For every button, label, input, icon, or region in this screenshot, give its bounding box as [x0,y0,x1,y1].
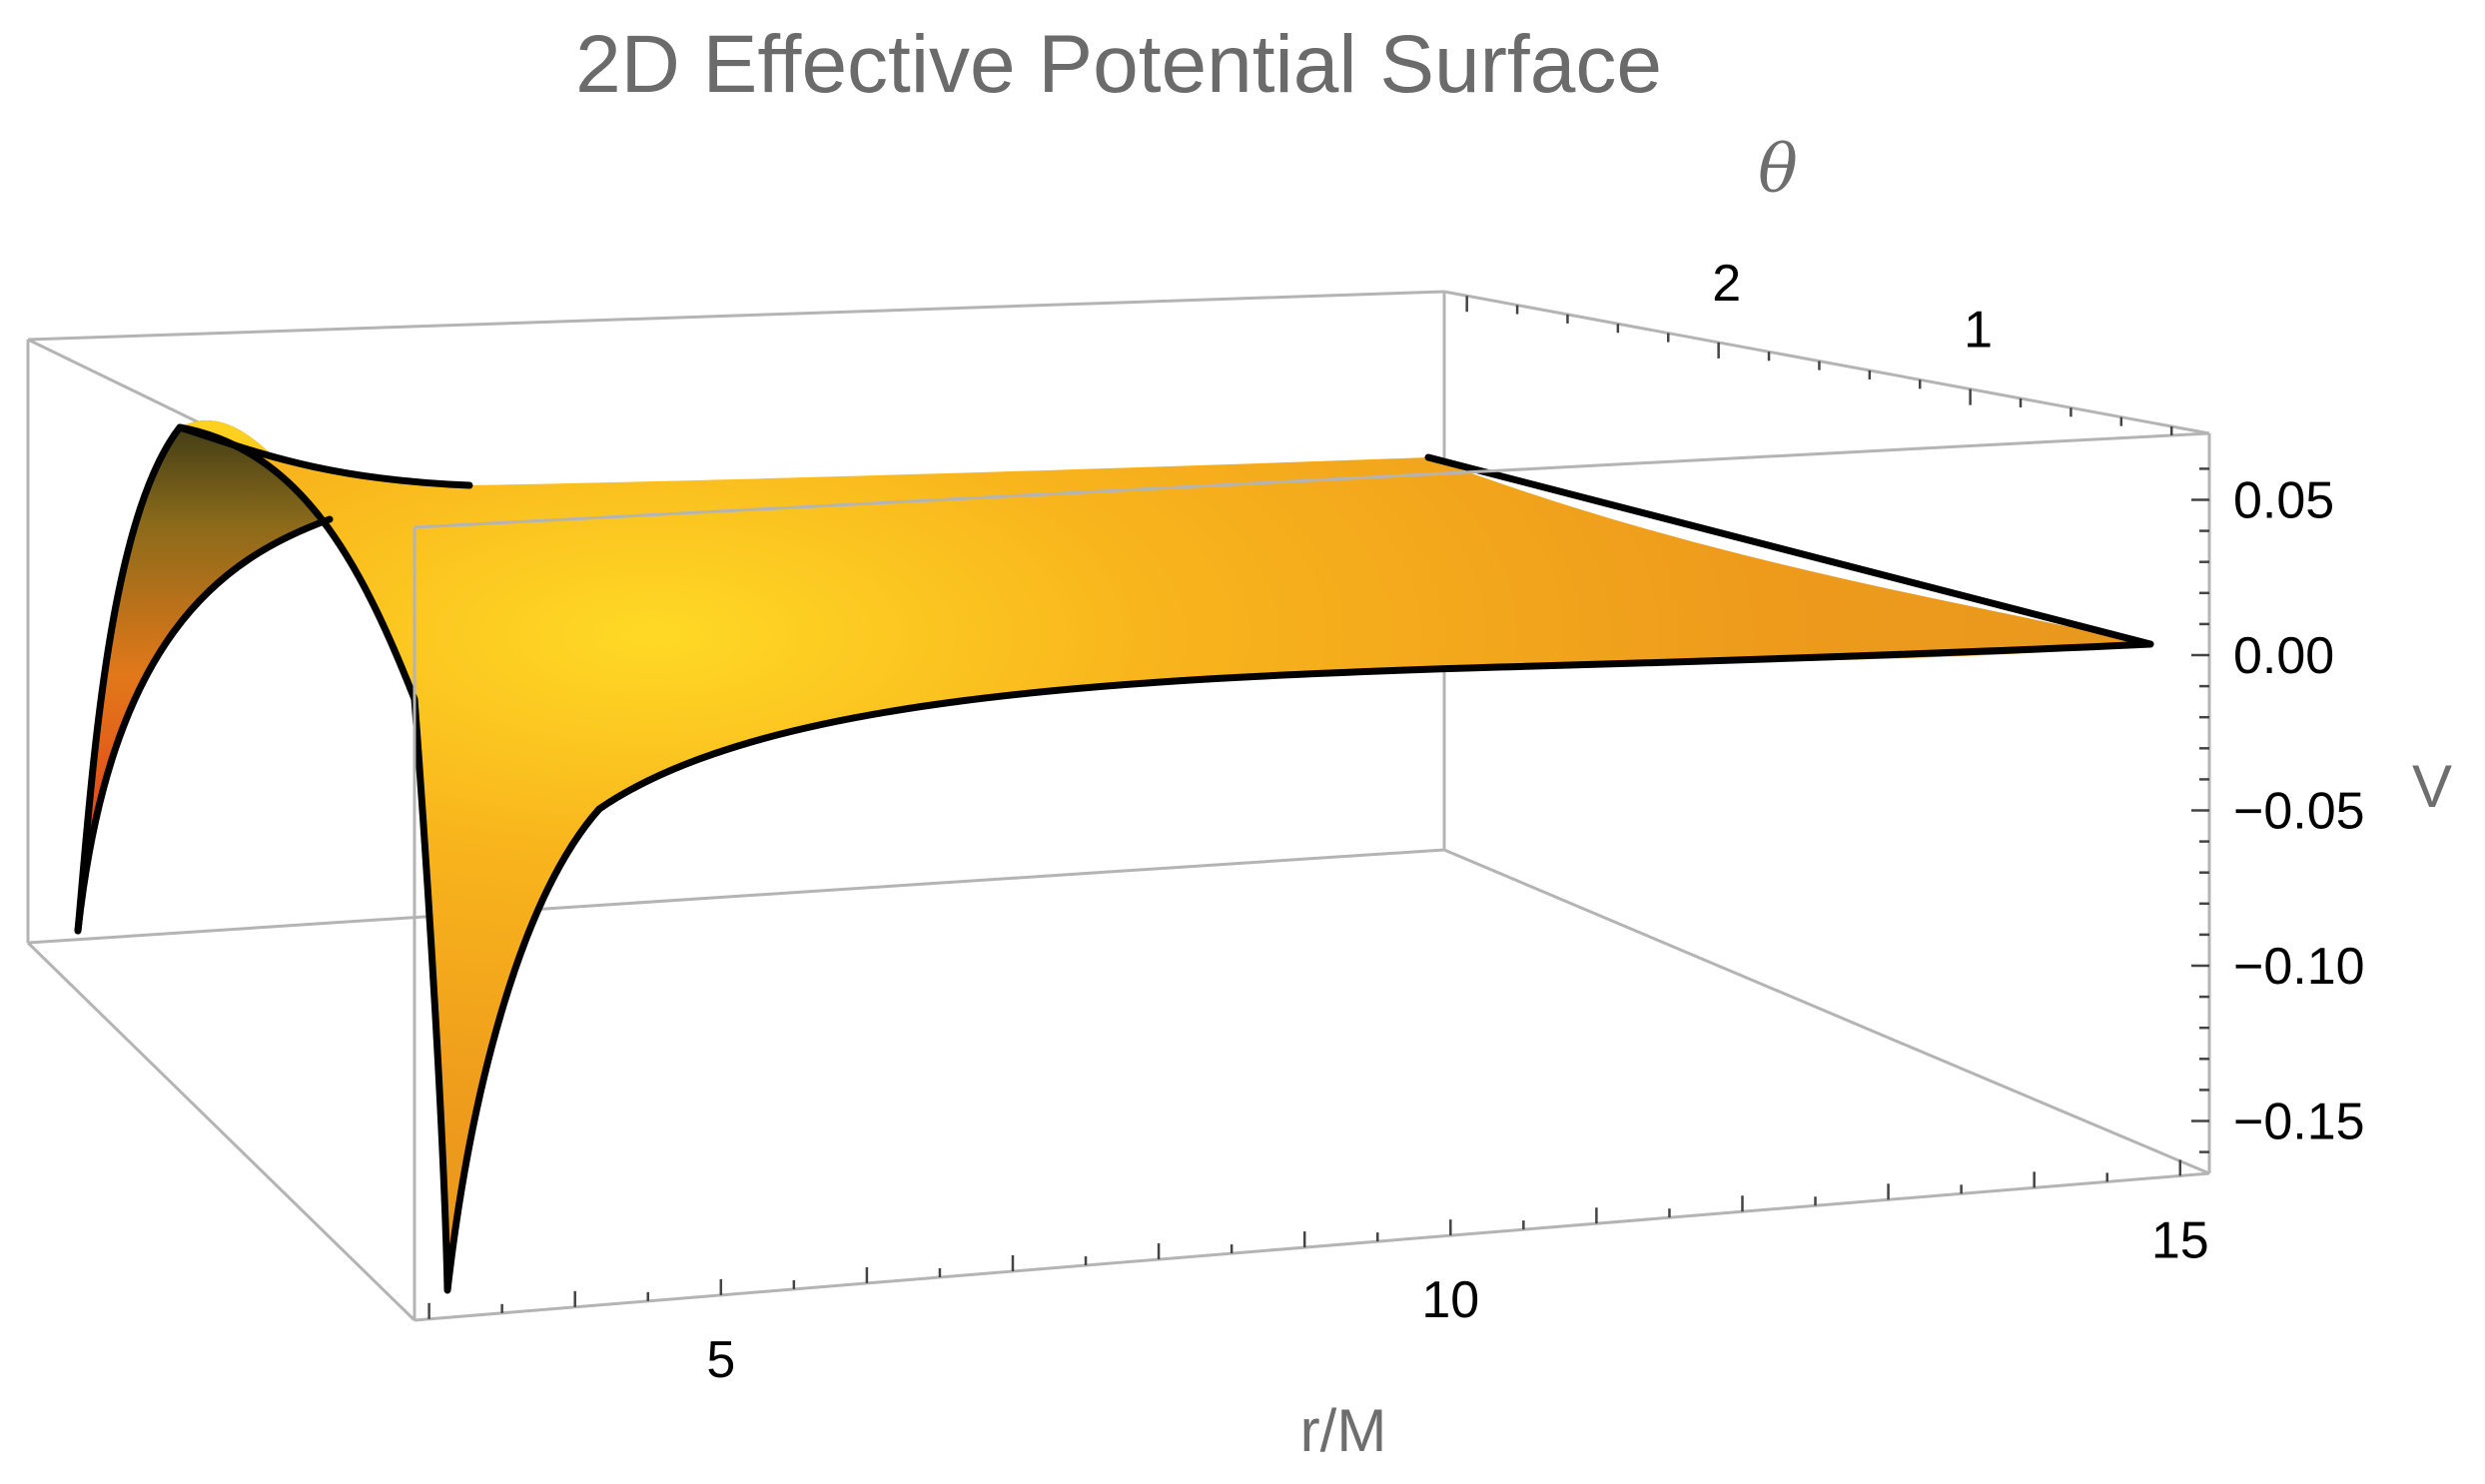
x-axis-label: r/M [1300,1397,1387,1464]
surface-edges [74,423,2154,1294]
y-tick-label: 2 [1712,255,1741,313]
plot-box-back [26,290,2210,1175]
z-axis-label: V [2412,753,2452,820]
x-axis-ticks: 5 10 15 [427,1159,2209,1389]
plot-box-front [26,431,2211,1322]
x-tick-label: 10 [1421,1271,1479,1329]
z-tick-label: −0.05 [2233,783,2365,841]
z-tick-label: −0.15 [2233,1094,2365,1151]
y-axis-label: θ [1758,131,1798,208]
x-tick-label: 5 [706,1331,735,1389]
y-tick-label: 1 [1964,302,1993,360]
surface-edge-back-cap [74,515,334,935]
z-tick-label: 0.05 [2233,472,2334,530]
x-tick-label: 15 [2151,1211,2209,1269]
z-tick-label: 0.00 [2233,627,2334,685]
surface-back-face [78,420,330,931]
z-tick-label: −0.10 [2233,938,2365,996]
z-axis-ticks: 0.05 0.00 −0.05 −0.10 −0.15 [2191,467,2365,1153]
surface-edge-far [176,423,2154,648]
y-axis-ticks: 21 [1465,255,2173,435]
surface-top-face [180,427,2150,1290]
chart-title: 2D Effective Potential Surface [575,19,1662,110]
